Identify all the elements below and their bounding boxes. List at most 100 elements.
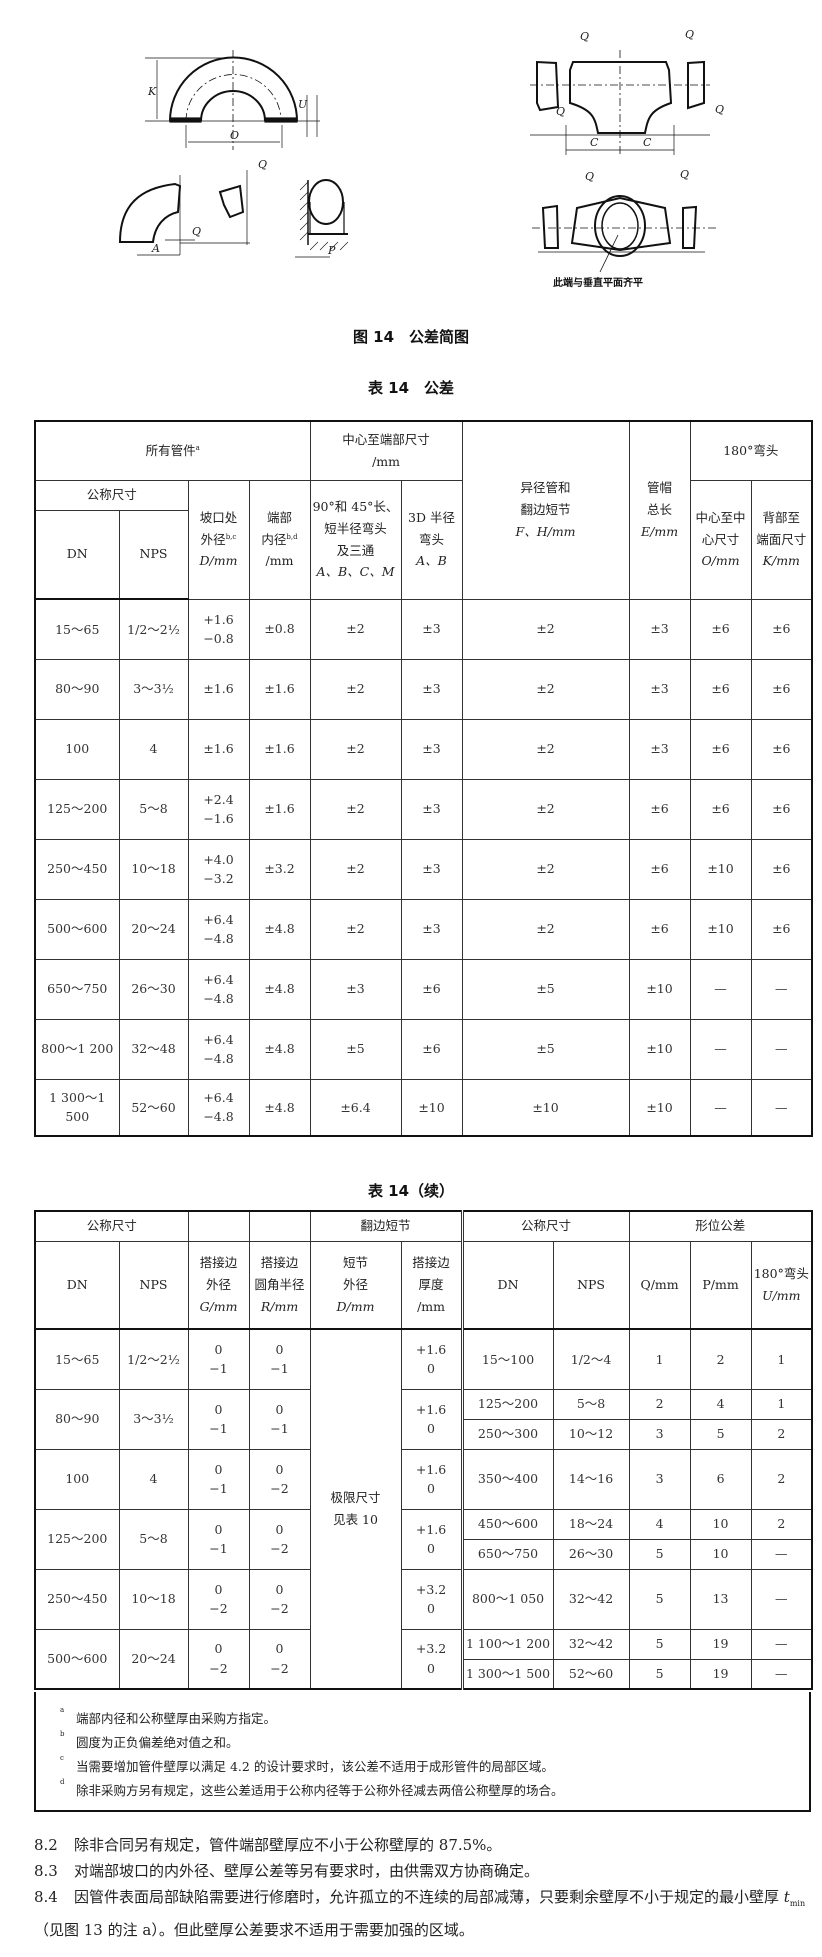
cell-value: 0 bbox=[214, 1401, 223, 1417]
footnote: b 圆度为正负偏差绝对值之和。 bbox=[60, 1730, 239, 1751]
label-u: U bbox=[298, 98, 308, 111]
label-c: C bbox=[643, 136, 652, 149]
cell-value: ±2 bbox=[536, 741, 555, 757]
cell-dn: 100 bbox=[34, 718, 120, 780]
cell-value: 10～18 bbox=[131, 1591, 176, 1607]
label-q: Q bbox=[258, 158, 267, 171]
table-row: 650～750 26～30 +6.4 −4.8 ±4.8 ±3 ±6 ±5 ±10 — — bbox=[34, 958, 813, 1020]
cell-lap-od: 0 −2 bbox=[187, 1628, 250, 1690]
header-bevel-od: 坡口处 外径b,c D/mm bbox=[187, 479, 250, 600]
cell-value: −2 bbox=[270, 1660, 289, 1676]
label-q: Q bbox=[715, 103, 724, 116]
cell-bevel-od: +2.4 −1.6 bbox=[187, 778, 250, 840]
cell-abcm: ±2 bbox=[309, 598, 402, 660]
cell-k: ±6 bbox=[750, 838, 813, 900]
cell-q: 5 bbox=[628, 1568, 691, 1630]
cell-p: 10 bbox=[689, 1538, 752, 1570]
cell-value: ±3 bbox=[422, 621, 441, 637]
cell-value: 10～12 bbox=[568, 1426, 614, 1442]
cell-value: 2 bbox=[777, 1516, 786, 1532]
cell-value: ±6 bbox=[772, 621, 791, 637]
cell-e: ±6 bbox=[628, 838, 691, 900]
cell-value: +6.4 bbox=[203, 1089, 234, 1105]
footnote: c 当需要增加管件壁厚以满足 4.2 的设计要求时，该公差不适用于成形管件的局部区… bbox=[60, 1754, 554, 1775]
clause-text: 除非合同另有规定，管件端部壁厚应不小于公称壁厚的 87.5%。 bbox=[74, 1836, 502, 1854]
cell-value: — bbox=[775, 1099, 788, 1115]
cell-value: ±4.8 bbox=[264, 1099, 295, 1115]
header-nominal-size-2: 公称尺寸 bbox=[460, 1210, 630, 1242]
cell-value: ±10 bbox=[646, 981, 673, 997]
cell-value: 15～65 bbox=[55, 621, 100, 637]
label-q: Q bbox=[680, 168, 689, 181]
cell-value: 10 bbox=[712, 1546, 729, 1562]
header-stub-end: 翻边短节 bbox=[309, 1210, 463, 1242]
perpendicularity-drawing bbox=[295, 179, 349, 258]
cell-nps: 26～30 bbox=[118, 958, 189, 1020]
cell-value: 250～300 bbox=[477, 1426, 539, 1442]
cell-dn: 125～200 bbox=[34, 778, 120, 840]
cell-value: ±6 bbox=[650, 801, 669, 817]
cell-dn-2: 250～300 bbox=[460, 1418, 554, 1450]
cell-value: 1 bbox=[777, 1351, 786, 1367]
cell-ab3d: ±3 bbox=[400, 718, 463, 780]
cell-k: ±6 bbox=[750, 778, 813, 840]
cell-abcm: ±2 bbox=[309, 718, 402, 780]
cell-nps: 32～48 bbox=[118, 1018, 189, 1080]
cell-value: −1 bbox=[209, 1541, 228, 1556]
cell-lap-thickness: +1.6 0 bbox=[400, 1508, 463, 1570]
cell-e: ±6 bbox=[628, 898, 691, 960]
cell-bevel-od: ±1.6 bbox=[187, 718, 250, 780]
cell-value: ±6 bbox=[772, 921, 791, 937]
cell-value: 3～3½ bbox=[133, 681, 174, 697]
clause-number: 8.3 bbox=[34, 1862, 58, 1880]
cell-value: 15～65 bbox=[55, 1351, 100, 1367]
cell-abcm: ±2 bbox=[309, 898, 402, 960]
cell-dn: 1 300～1 500 bbox=[34, 1078, 120, 1137]
cell-value: 0 bbox=[427, 1421, 435, 1436]
cell-value: 125～200 bbox=[47, 1531, 108, 1547]
cell-p: 2 bbox=[689, 1328, 752, 1390]
cell-value: — bbox=[775, 1666, 788, 1682]
cell-value: 0 bbox=[427, 1601, 435, 1616]
table-row: 15～65 1/2～2½ 0 −1 0 −1 极限尺寸 见表 10 +1.6 0 15～100 1/2… bbox=[34, 1328, 813, 1690]
header-dn: DN bbox=[34, 1240, 120, 1330]
cell-lap-radius: 0 −2 bbox=[248, 1508, 311, 1570]
cell-nps-2: 18～24 bbox=[552, 1508, 630, 1540]
table1-title: 表 14 公差 bbox=[367, 379, 455, 397]
cell-dn: 800～1 200 bbox=[34, 1018, 120, 1080]
cell-value: 450～600 bbox=[477, 1516, 539, 1532]
cell-value: ±3 bbox=[422, 741, 441, 757]
cell-value: 1/2～4 bbox=[570, 1351, 612, 1367]
table2-title: 表 14（续） bbox=[367, 1182, 455, 1200]
cell-lap-radius: 0 −1 bbox=[248, 1388, 311, 1450]
cell-value: −3.2 bbox=[203, 871, 234, 886]
cell-lap-od: 0 −2 bbox=[187, 1568, 250, 1630]
cell-fh: ±2 bbox=[461, 718, 630, 780]
cell-value: 0 bbox=[275, 1461, 284, 1477]
header-all-fittings: 所有管件a bbox=[34, 420, 311, 481]
cell-value: 20～24 bbox=[131, 921, 176, 937]
cell-nps-2: 5～8 bbox=[552, 1388, 630, 1420]
cell-id: ±1.6 bbox=[248, 778, 311, 840]
cell-value: 1 300～1 500 bbox=[465, 1666, 551, 1682]
cell-lap-radius: 0 −1 bbox=[248, 1328, 311, 1390]
cell-value: 0 bbox=[427, 1361, 435, 1377]
cell-lap-thickness: +3.2 0 bbox=[400, 1568, 463, 1630]
cell-value: 4 bbox=[149, 741, 158, 757]
cell-dn: 250～450 bbox=[34, 838, 120, 900]
cell-value: 10 bbox=[712, 1516, 729, 1532]
cell-value: +6.4 bbox=[203, 1031, 234, 1047]
cell-value: 19 bbox=[712, 1636, 729, 1652]
cell-value: 14～16 bbox=[568, 1471, 614, 1487]
cell-value: 125～200 bbox=[477, 1396, 539, 1412]
footnote-mark: d bbox=[60, 1778, 65, 1786]
variable: t bbox=[783, 1888, 790, 1906]
cell-ab3d: ±3 bbox=[400, 778, 463, 840]
cell-dn-2: 15～100 bbox=[460, 1328, 554, 1390]
cell-bevel-od: +6.4 −4.8 bbox=[187, 958, 250, 1020]
cell-e: ±10 bbox=[628, 1018, 691, 1080]
cell-dn: 650～750 bbox=[34, 958, 120, 1020]
cell-value: ±2 bbox=[346, 681, 365, 697]
cell-value: −4.8 bbox=[203, 931, 234, 946]
cell-value: ±3 bbox=[650, 621, 669, 637]
